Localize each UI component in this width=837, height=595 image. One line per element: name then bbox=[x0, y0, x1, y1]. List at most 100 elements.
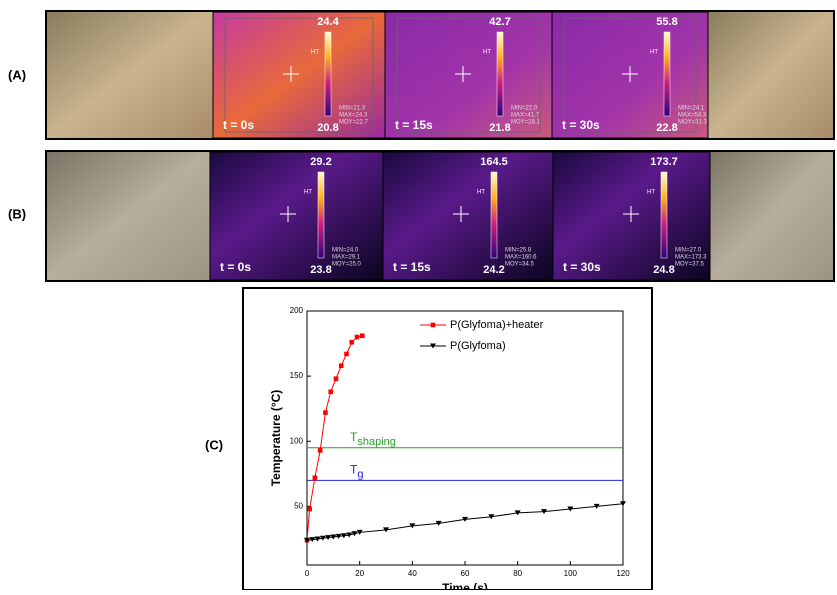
photo bbox=[710, 152, 833, 280]
x-tick-label: 40 bbox=[408, 569, 417, 578]
panel-label: (C) bbox=[205, 437, 223, 452]
scale-min: 21.8 bbox=[489, 122, 510, 134]
marker bbox=[430, 343, 436, 349]
scale-min: 20.8 bbox=[317, 122, 338, 134]
scale-max: 55.8 bbox=[656, 16, 677, 28]
y-tick-label: 50 bbox=[294, 501, 303, 510]
scale-min: 24.8 bbox=[653, 264, 674, 276]
stat-text: MIN=25.8 bbox=[505, 248, 532, 254]
hotspot-label: HT bbox=[483, 50, 491, 56]
thermal-image bbox=[212, 11, 386, 139]
time-label: t = 30s bbox=[563, 260, 601, 274]
color-scale bbox=[660, 171, 668, 259]
marker bbox=[360, 333, 365, 339]
roi-box bbox=[224, 17, 374, 133]
stat-text: MOY=37.5 bbox=[675, 262, 705, 268]
stat-text: MOY=34.5 bbox=[505, 262, 535, 268]
marker bbox=[304, 537, 310, 543]
stat-text: MAX=41.7 bbox=[511, 113, 540, 119]
stat-text: MAX=173.3 bbox=[675, 255, 707, 261]
thermal-image bbox=[209, 151, 384, 281]
scale-max: 42.7 bbox=[489, 16, 510, 28]
scale-max: 24.4 bbox=[317, 16, 339, 28]
roi-box bbox=[396, 17, 541, 133]
stat-text: MAX=29.1 bbox=[332, 255, 361, 261]
color-scale bbox=[317, 171, 325, 259]
x-axis-label: Time (s) bbox=[442, 581, 488, 590]
roi-box bbox=[563, 17, 697, 133]
x-tick-label: 20 bbox=[355, 569, 364, 578]
marker bbox=[328, 389, 333, 395]
y-axis-label: Temperature (°C) bbox=[269, 390, 283, 487]
stat-text: MIN=22.0 bbox=[511, 106, 538, 112]
stat-text: MIN=21.3 bbox=[339, 106, 366, 112]
crosshair bbox=[283, 66, 299, 82]
scale-max: 173.7 bbox=[650, 156, 678, 168]
stat-text: MOY=25.0 bbox=[332, 262, 362, 268]
crosshair bbox=[623, 206, 639, 222]
marker bbox=[620, 501, 626, 507]
stat-text: MIN=27.0 bbox=[675, 248, 702, 254]
marker bbox=[312, 475, 318, 481]
scale-min: 24.2 bbox=[483, 264, 504, 276]
scale-min: 22.8 bbox=[656, 122, 677, 134]
stat-text: MOY=31.3 bbox=[678, 120, 708, 126]
marker bbox=[333, 376, 339, 382]
stat-text: MAX=24.3 bbox=[339, 113, 368, 119]
marker bbox=[344, 351, 349, 357]
time-label: t = 30s bbox=[562, 118, 600, 132]
panel-label: (B) bbox=[8, 206, 26, 221]
threshold-label: Tg bbox=[350, 463, 363, 481]
stat-text: MAX=54.3 bbox=[678, 113, 707, 119]
time-label: t = 0s bbox=[223, 118, 254, 132]
hotspot-label: HT bbox=[477, 190, 485, 196]
marker bbox=[593, 503, 600, 509]
marker bbox=[349, 339, 355, 345]
marker bbox=[356, 529, 363, 535]
marker bbox=[383, 527, 389, 533]
marker bbox=[330, 534, 337, 540]
marker bbox=[338, 363, 344, 369]
photo bbox=[47, 152, 210, 280]
stat-text: MIN=24.0 bbox=[332, 248, 359, 254]
time-label: t = 0s bbox=[220, 260, 251, 274]
y-tick-label: 200 bbox=[290, 306, 304, 315]
marker bbox=[430, 322, 436, 328]
scale-min: 23.8 bbox=[310, 264, 331, 276]
crosshair bbox=[455, 66, 471, 82]
stat-text: MOY=28.1 bbox=[511, 120, 541, 126]
thermal-image bbox=[384, 11, 553, 139]
marker bbox=[567, 506, 574, 512]
scale-max: 29.2 bbox=[310, 156, 331, 168]
crosshair bbox=[622, 66, 638, 82]
hotspot-label: HT bbox=[647, 190, 655, 196]
color-scale bbox=[324, 31, 332, 117]
x-tick-label: 80 bbox=[513, 569, 522, 578]
marker bbox=[351, 531, 358, 537]
chart-frame bbox=[242, 287, 653, 591]
marker bbox=[462, 516, 468, 522]
crosshair bbox=[453, 206, 469, 222]
time-label: t = 15s bbox=[393, 260, 431, 274]
panel-label: (A) bbox=[8, 67, 26, 82]
scale-max: 164.5 bbox=[480, 156, 508, 168]
marker bbox=[340, 533, 347, 539]
stat-text: MOY=22.7 bbox=[339, 120, 369, 126]
marker bbox=[409, 523, 416, 529]
marker bbox=[319, 535, 326, 541]
marker bbox=[309, 537, 316, 543]
y-tick-label: 150 bbox=[290, 371, 304, 380]
marker bbox=[435, 520, 442, 526]
threshold-label: Tshaping bbox=[350, 430, 396, 448]
hotspot-label: HT bbox=[304, 190, 312, 196]
photo bbox=[47, 12, 213, 138]
marker bbox=[514, 510, 521, 516]
x-tick-label: 0 bbox=[305, 569, 310, 578]
x-tick-label: 60 bbox=[461, 569, 470, 578]
marker bbox=[335, 533, 342, 539]
crosshair bbox=[280, 206, 296, 222]
stat-text: MAX=160.6 bbox=[505, 255, 537, 261]
time-label: t = 15s bbox=[395, 118, 433, 132]
legend-label: P(Glyfoma) bbox=[450, 340, 506, 352]
